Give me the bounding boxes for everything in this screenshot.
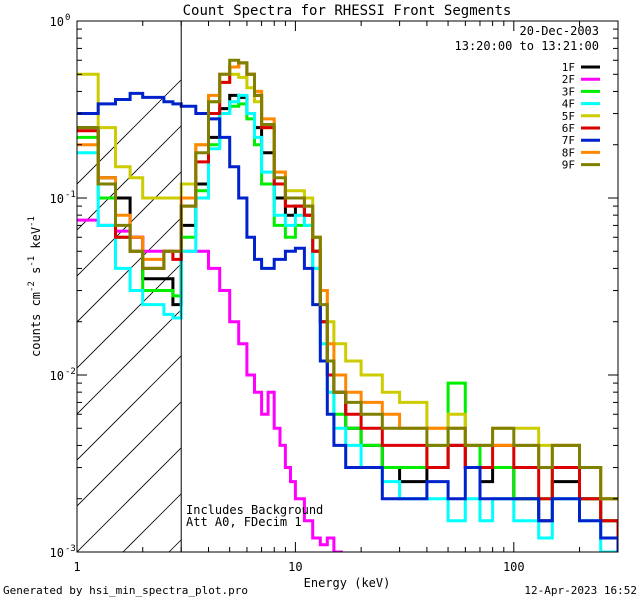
legend-label-5F: 5F [562, 110, 575, 123]
chart-title: Count Spectra for RHESSI Front Segments [183, 3, 512, 19]
y-tick-exponent: -1 [65, 190, 76, 200]
series-line-2F [77, 218, 343, 552]
x-tick-label-1: 1 [73, 560, 80, 574]
legend-label-4F: 4F [562, 98, 575, 111]
legend-label-7F: 7F [562, 134, 575, 147]
y-axis-label-part: s [29, 267, 43, 281]
legend-label-6F: 6F [562, 122, 575, 135]
y-tick-label: 10 [50, 15, 64, 29]
legend-label-3F: 3F [562, 85, 575, 98]
plot-background [181, 21, 618, 552]
generated-by-label: Generated by hsi_min_spectra_plot.pro [3, 584, 248, 597]
y-tick-label: 10 [50, 192, 64, 206]
note-text: Att A0, FDecim 1 [186, 515, 302, 529]
y-axis-label: counts cm-2 s-1 keV-1 [27, 216, 43, 357]
y-axis-label-exponent: -1 [27, 256, 37, 267]
x-tick-label: 10 [288, 560, 302, 574]
x-tick-label: 100 [503, 560, 525, 574]
y-axis-label-exponent: -1 [27, 216, 37, 227]
y-axis-label-part: counts cm [29, 292, 43, 357]
y-tick-label: 10 [50, 546, 64, 560]
plot-frame [76, 20, 619, 553]
series-line-7F [77, 91, 618, 552]
timestamp-label: 12-Apr-2023 16:52 [524, 584, 637, 597]
date-label: 20-Dec-2003 [520, 24, 599, 38]
hatch-line [77, 21, 241, 185]
legend-label-2F: 2F [562, 73, 575, 86]
x-axis-label: Energy (keV) [304, 576, 391, 590]
y-tick-exponent: -2 [65, 367, 76, 377]
y-tick-exponent: -3 [65, 544, 76, 554]
y-tick-label: 10 [50, 369, 64, 383]
legend-label-9F: 9F [562, 159, 575, 172]
note-text: Includes Background [186, 503, 323, 517]
y-tick-exponent: 0 [65, 13, 70, 23]
legend-label-8F: 8F [562, 146, 575, 159]
y-axis-label-exponent: -2 [27, 281, 37, 292]
time-range-label: 13:20:00 to 13:21:00 [455, 39, 600, 53]
y-axis-label-part: keV [29, 227, 43, 256]
series-line-4F [77, 93, 618, 552]
legend-label-1F: 1F [562, 61, 575, 74]
